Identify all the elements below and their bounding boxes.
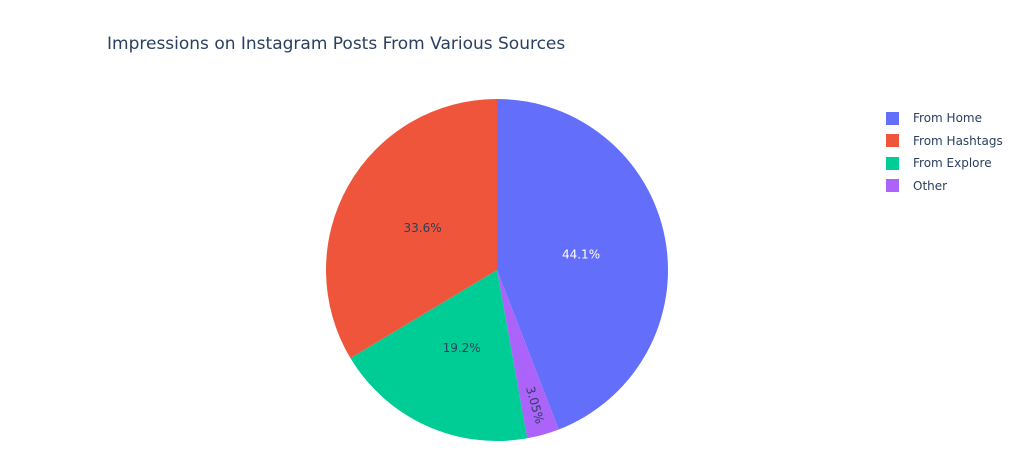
legend-label-from-explore: From Explore [913,156,992,171]
legend-item-from-hashtags[interactable]: From Hashtags [886,130,1003,153]
pie-slice-from-explore[interactable] [350,270,528,441]
pie-slice-from-home[interactable] [497,99,668,430]
legend-label-other: Other [913,178,948,193]
pie-slice-label-from-home: 44.1% [562,247,600,261]
legend-swatch-from-explore [886,156,899,170]
legend-label-from-hashtags: From Hashtags [913,133,1003,148]
pie-slice-label-from-hashtags: 33.6% [404,221,442,235]
pie-slice-label-from-explore: 19.2% [443,341,481,355]
legend-swatch-from-hashtags [886,134,899,148]
pie-slice-other[interactable] [497,270,559,439]
legend-item-from-explore[interactable]: From Explore [886,152,1003,175]
legend-item-from-home[interactable]: From Home [886,107,1003,130]
legend-swatch-from-home [886,111,899,125]
legend-item-other[interactable]: Other [886,175,1003,198]
legend-label-from-home: From Home [913,111,982,126]
chart-title: Impressions on Instagram Posts From Vari… [107,34,566,54]
pie-slice-from-hashtags[interactable] [326,98,497,359]
legend: From Home From Hashtags From Explore Oth… [886,107,1003,197]
legend-swatch-other [886,179,899,193]
